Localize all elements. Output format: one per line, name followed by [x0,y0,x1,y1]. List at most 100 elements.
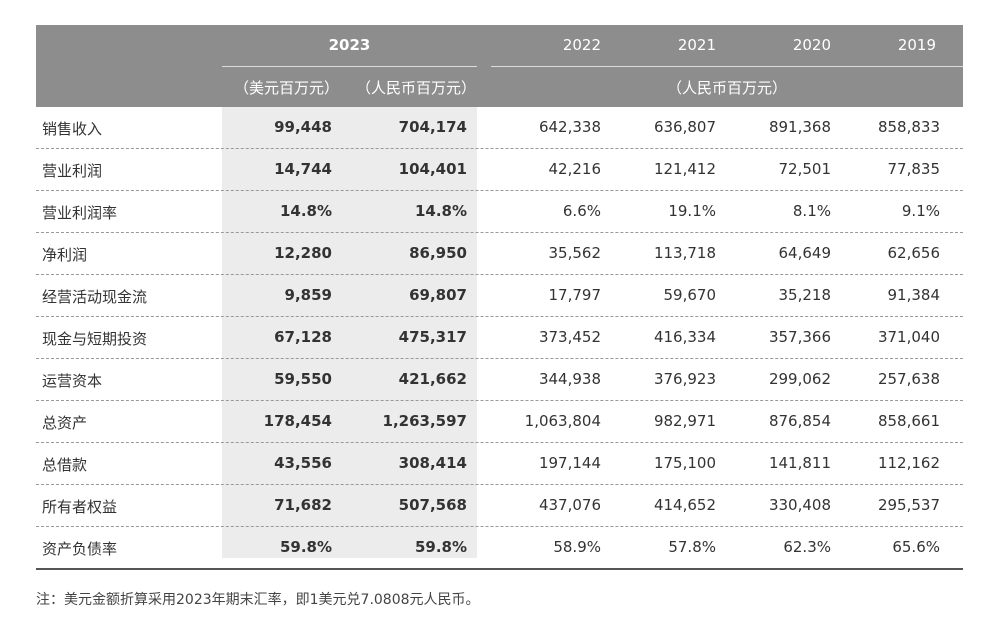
year-2020-header: 2020 [792,36,831,54]
footnote: 注：美元金额折算采用2023年期末汇率，即1美元兑7.0808元人民币。 [36,592,480,608]
header-divider-2023 [222,66,477,67]
unit-usd-label: （美元百万元） [234,79,340,97]
value-2019: 91,384 [887,286,941,304]
value-2019: 371,040 [877,328,940,346]
highlight-2023-column [222,107,477,558]
value-2020: 8.1% [792,202,831,220]
value-usd-2023: 71,682 [274,496,332,514]
value-usd-2023: 12,280 [274,244,332,262]
table-header: 2023 2022 2021 2020 2019 （美元百万元） （人民币百万元… [36,25,963,107]
value-2021: 121,412 [653,160,716,178]
value-2020: 357,366 [768,328,831,346]
value-2021: 59,670 [663,286,717,304]
value-2022: 35,562 [548,244,602,262]
value-2019: 62,656 [887,244,941,262]
row-label: 现金与短期投资 [42,330,148,348]
row-label: 运营资本 [42,372,103,390]
value-usd-2023: 9,859 [284,286,332,304]
table-row: 总借款 43,556 308,414 197,144 175,100 141,811 112… [36,443,963,485]
value-2019: 858,661 [877,412,940,430]
table-row: 净利润 12,280 86,950 35,562 113,718 64,649 62,656 [36,233,963,275]
value-2020: 72,501 [778,160,832,178]
value-2020: 141,811 [768,454,831,472]
value-2022: 344,938 [538,370,601,388]
value-2022: 197,144 [538,454,601,472]
value-2019: 65.6% [892,538,940,556]
table-row: 资产负债率 59.8% 59.8% 58.9% 57.8% 62.3% 65.6% [36,527,963,570]
year-2022-header: 2022 [562,36,601,54]
table-row: 经营活动现金流 9,859 69,807 17,797 59,670 35,218 91,3… [36,275,963,317]
row-label: 净利润 [42,246,88,264]
table-body: 销售收入 99,448 704,174 642,338 636,807 891,368 85… [36,107,963,570]
table-row: 所有者权益 71,682 507,568 437,076 414,652 330,408 2… [36,485,963,527]
value-2021: 416,334 [653,328,716,346]
value-2022: 17,797 [548,286,602,304]
value-2021: 636,807 [653,118,716,136]
value-usd-2023: 59,550 [274,370,332,388]
table-row: 总资产 178,454 1,263,597 1,063,804 982,971 876,8… [36,401,963,443]
value-2022: 6.6% [562,202,601,220]
value-2021: 376,923 [653,370,716,388]
value-usd-2023: 67,128 [274,328,332,346]
value-2020: 299,062 [768,370,831,388]
value-2022: 58.9% [553,538,601,556]
row-label: 营业利润率 [42,204,118,222]
year-2021-header: 2021 [677,36,716,54]
value-2019: 77,835 [887,160,941,178]
row-label: 经营活动现金流 [42,288,148,306]
table-row: 现金与短期投资 67,128 475,317 373,452 416,334 357,36… [36,317,963,359]
value-rmb-2023: 308,414 [398,454,467,472]
value-usd-2023: 43,556 [274,454,332,472]
value-usd-2023: 99,448 [274,118,332,136]
table-row: 营业利润 14,744 104,401 42,216 121,412 72,501 77,8… [36,149,963,191]
value-rmb-2023: 104,401 [398,160,467,178]
value-2020: 876,854 [768,412,831,430]
value-2021: 175,100 [653,454,716,472]
row-label: 销售收入 [42,120,103,138]
value-2021: 113,718 [653,244,716,262]
table-row: 运营资本 59,550 421,662 344,938 376,923 299,062 25… [36,359,963,401]
value-2022: 437,076 [538,496,601,514]
unit-rmb-history-label: （人民币百万元） [666,79,787,97]
value-2022: 642,338 [538,118,601,136]
year-2019-header: 2019 [897,36,936,54]
value-2021: 414,652 [653,496,716,514]
value-rmb-2023: 704,174 [398,118,467,136]
value-usd-2023: 59.8% [279,538,332,556]
value-2019: 112,162 [877,454,940,472]
value-usd-2023: 178,454 [263,412,332,430]
value-rmb-2023: 507,568 [398,496,467,514]
value-2019: 858,833 [877,118,940,136]
value-2021: 982,971 [653,412,716,430]
value-usd-2023: 14,744 [274,160,332,178]
value-2020: 35,218 [778,286,832,304]
row-label: 营业利润 [42,162,103,180]
row-label: 资产负债率 [42,540,118,558]
unit-rmb-label: （人民币百万元） [356,79,477,97]
value-rmb-2023: 421,662 [398,370,467,388]
value-2020: 64,649 [778,244,832,262]
value-2021: 57.8% [668,538,716,556]
value-2019: 257,638 [877,370,940,388]
value-2020: 330,408 [768,496,831,514]
value-2019: 9.1% [901,202,940,220]
row-label: 总资产 [42,414,88,432]
financial-summary-table: 2023 2022 2021 2020 2019 （美元百万元） （人民币百万元… [36,25,963,570]
value-rmb-2023: 475,317 [398,328,467,346]
value-2020: 62.3% [783,538,831,556]
value-rmb-2023: 86,950 [409,244,467,262]
value-rmb-2023: 69,807 [409,286,467,304]
value-rmb-2023: 14.8% [414,202,467,220]
value-2020: 891,368 [768,118,831,136]
value-2021: 19.1% [668,202,716,220]
row-label: 所有者权益 [42,498,118,516]
year-2023-header: 2023 [328,36,371,54]
table-row: 销售收入 99,448 704,174 642,338 636,807 891,368 85… [36,107,963,149]
value-rmb-2023: 59.8% [414,538,467,556]
value-rmb-2023: 1,263,597 [382,412,467,430]
table-row: 营业利润率 14.8% 14.8% 6.6% 19.1% 8.1% 9.1% [36,191,963,233]
value-2022: 42,216 [548,160,602,178]
header-divider-history [491,66,963,67]
value-2022: 373,452 [538,328,601,346]
value-2022: 1,063,804 [524,412,601,430]
